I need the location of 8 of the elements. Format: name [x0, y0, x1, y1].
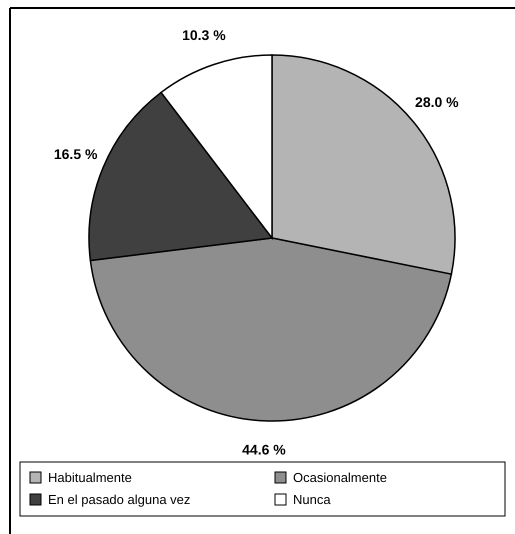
- data-label: 10.3 %: [182, 26, 226, 43]
- legend-label: En el pasado alguna vez: [48, 492, 190, 507]
- legend-label: Nunca: [293, 492, 332, 507]
- data-label: 28.0 %: [415, 94, 460, 110]
- legend-label: Habitualmente: [48, 470, 132, 485]
- data-label: 44.6 %: [242, 442, 286, 458]
- legend-label: Ocasionalmente: [293, 470, 387, 485]
- data-label: 16.5 %: [54, 146, 98, 162]
